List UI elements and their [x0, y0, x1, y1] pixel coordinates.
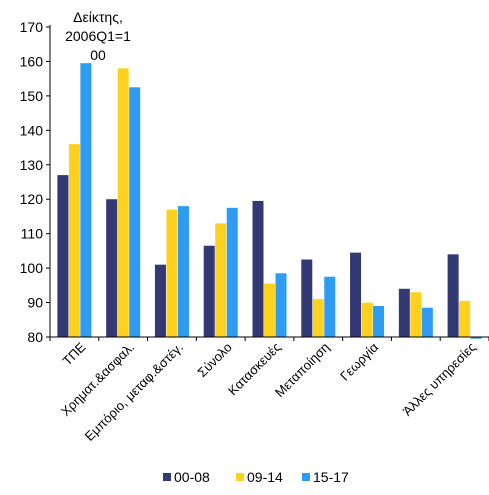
bar [470, 337, 482, 339]
bar [447, 254, 459, 337]
x-tick-label: Γεωργία [337, 339, 381, 383]
unit-label: Δείκτης, 2006Q1=1 00 [65, 9, 131, 63]
bar [154, 264, 166, 337]
bar [177, 206, 189, 337]
y-axis: 80 90 100 110 120 130 140 150 160 170 [20, 19, 51, 345]
bar [129, 87, 141, 338]
bar [350, 252, 362, 337]
y-tick-label: 100 [20, 260, 44, 276]
bar [226, 207, 238, 337]
bar [459, 300, 471, 337]
legend: 00-08 09-14 15-17 [163, 469, 349, 485]
bar [80, 63, 92, 338]
y-tick-label: 130 [20, 157, 44, 173]
unit-label-line: 00 [90, 47, 106, 63]
bar [410, 292, 422, 337]
bar [373, 306, 385, 337]
bars [57, 63, 482, 339]
bar [117, 68, 129, 337]
y-tick-label: 140 [20, 122, 44, 138]
unit-label-line: 2006Q1=1 [65, 28, 131, 44]
bar [312, 299, 324, 337]
y-tick-label: 150 [20, 88, 44, 104]
x-tick-label: Σύνολο [194, 340, 234, 380]
legend-swatch [302, 473, 310, 481]
bar [57, 175, 69, 337]
legend-label: 09-14 [247, 469, 283, 485]
bar [166, 209, 178, 337]
bar [275, 273, 287, 337]
y-tick-label: 120 [20, 191, 44, 207]
x-tick-label: Εμπόριο, μεταφ.&στέγ. [82, 340, 186, 444]
y-tick-label: 80 [27, 329, 43, 345]
legend-label: 00-08 [174, 469, 210, 485]
bar [252, 200, 264, 337]
bar [215, 223, 227, 337]
y-tick-label: 170 [20, 19, 44, 35]
bar [421, 307, 433, 337]
legend-swatch [236, 473, 244, 481]
x-tick-label: Άλλες υπηρεσίες [400, 340, 479, 419]
x-tick-label: ΤΠΕ [60, 339, 89, 368]
bar [361, 302, 373, 337]
y-tick-label: 110 [21, 226, 44, 242]
y-tick-label: 160 [20, 53, 44, 69]
bar [68, 144, 80, 337]
bar [398, 288, 410, 337]
bar [203, 245, 215, 337]
bar [106, 199, 118, 337]
bar [301, 259, 313, 337]
unit-label-line: Δείκτης, [73, 9, 123, 25]
y-tick-label: 90 [27, 295, 43, 311]
legend-label: 15-17 [313, 469, 349, 485]
legend-swatch [163, 473, 171, 481]
bar [264, 283, 275, 337]
bar [324, 276, 336, 337]
